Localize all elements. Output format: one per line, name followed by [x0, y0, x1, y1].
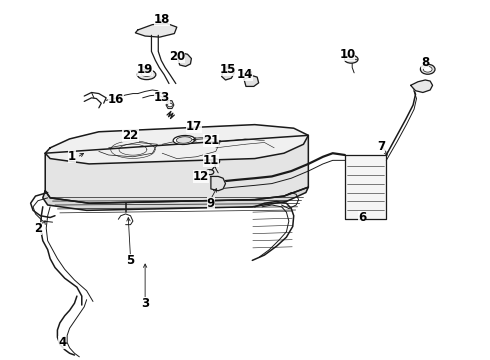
- Text: 16: 16: [108, 93, 124, 106]
- Polygon shape: [345, 155, 386, 219]
- Text: 21: 21: [203, 134, 219, 147]
- Text: 22: 22: [122, 129, 139, 142]
- Text: 15: 15: [220, 63, 236, 76]
- Text: 4: 4: [58, 336, 67, 349]
- Ellipse shape: [423, 66, 432, 72]
- Ellipse shape: [173, 135, 195, 144]
- Text: 19: 19: [137, 63, 153, 76]
- Ellipse shape: [168, 103, 172, 107]
- Text: 13: 13: [154, 91, 171, 104]
- Polygon shape: [43, 187, 308, 210]
- Polygon shape: [166, 101, 174, 109]
- Text: 9: 9: [207, 197, 215, 210]
- Text: 10: 10: [339, 49, 355, 62]
- Text: 7: 7: [377, 140, 386, 153]
- Text: 5: 5: [126, 254, 135, 267]
- Polygon shape: [45, 135, 308, 203]
- Polygon shape: [411, 80, 433, 93]
- Text: 1: 1: [68, 150, 76, 163]
- Text: 8: 8: [421, 55, 429, 69]
- Ellipse shape: [176, 137, 192, 143]
- Text: 12: 12: [193, 170, 209, 183]
- Text: 11: 11: [203, 154, 219, 167]
- Polygon shape: [221, 66, 234, 80]
- Text: 17: 17: [186, 120, 202, 133]
- Polygon shape: [45, 125, 308, 164]
- Polygon shape: [211, 176, 225, 191]
- Polygon shape: [244, 76, 259, 86]
- Text: 2: 2: [34, 222, 42, 235]
- Text: 18: 18: [154, 13, 171, 26]
- Ellipse shape: [344, 55, 358, 63]
- Text: 3: 3: [141, 297, 149, 310]
- Polygon shape: [135, 23, 177, 37]
- Ellipse shape: [212, 159, 220, 164]
- Text: 14: 14: [237, 68, 253, 81]
- Text: 20: 20: [169, 50, 185, 63]
- Text: 6: 6: [358, 211, 366, 224]
- Ellipse shape: [206, 170, 214, 175]
- Ellipse shape: [141, 71, 152, 76]
- Ellipse shape: [137, 69, 156, 80]
- Polygon shape: [177, 53, 192, 66]
- Ellipse shape: [420, 64, 435, 74]
